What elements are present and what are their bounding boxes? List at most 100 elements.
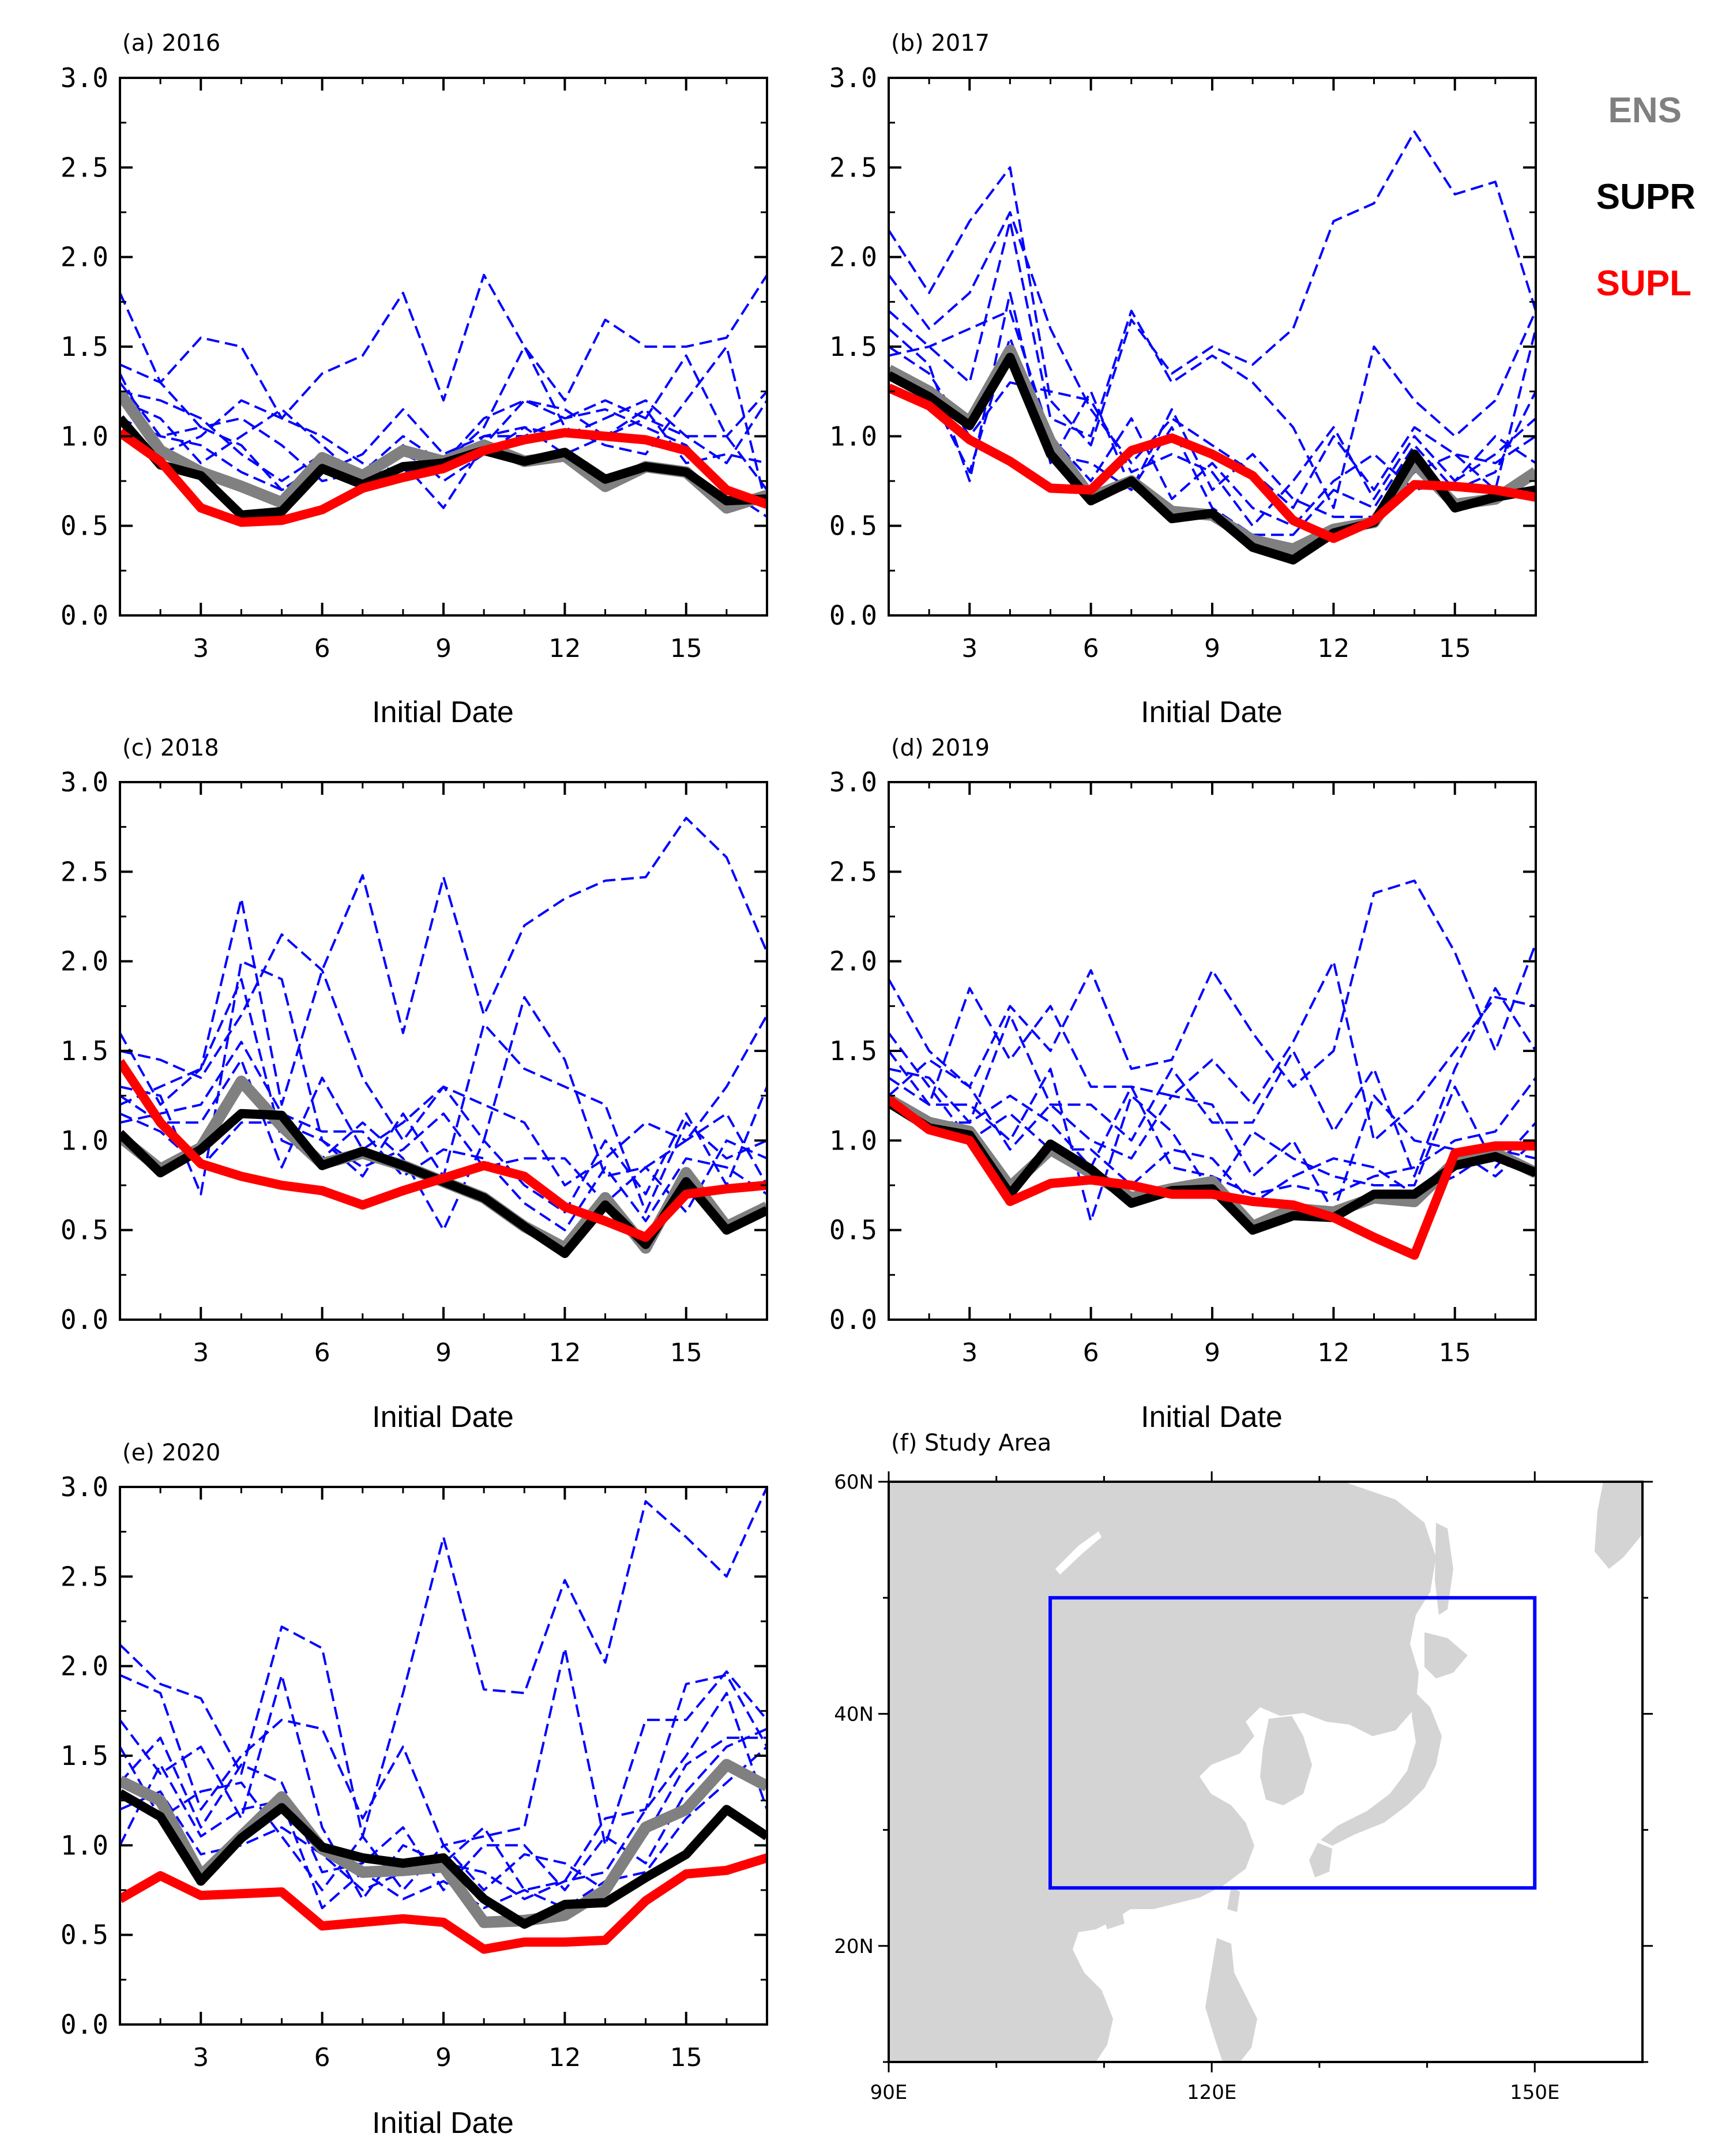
map-land xyxy=(889,1482,1642,2062)
plot-area xyxy=(120,817,767,1259)
y-tick-label: 2.5 xyxy=(829,152,877,183)
y-tick-label: 2.0 xyxy=(61,242,108,273)
y-tick-label: 3.0 xyxy=(829,62,877,93)
y-tick-label: 3.0 xyxy=(61,1471,108,1503)
member-line-7 xyxy=(120,1041,767,1231)
x-tick-label: 12 xyxy=(548,2043,581,2072)
supl-line xyxy=(120,428,767,527)
y-tick-label: 1.5 xyxy=(61,331,108,362)
x-tick-label: 3 xyxy=(193,634,209,663)
member-line-1 xyxy=(120,1487,767,1838)
x-tick-label: 9 xyxy=(435,2043,452,2072)
member-line-6 xyxy=(120,1112,767,1214)
plot-frame xyxy=(119,1486,768,2026)
panel-title: (b) 2017 xyxy=(891,30,990,57)
x-tick-label: 3 xyxy=(961,634,978,663)
x-tick-label: 15 xyxy=(670,1338,702,1368)
study-area-box xyxy=(1048,1596,1537,1890)
member-line-2 xyxy=(120,273,767,420)
panel-e-2020: (e) 2020 Initial Date 0.0 0.5 1.0 1.5 2.0 2.5… xyxy=(61,1440,768,2140)
member-line-3 xyxy=(889,987,1536,1178)
y-tick-label: 0.0 xyxy=(829,600,877,631)
map-y-tick-label: 40N xyxy=(834,1703,874,1726)
member-line-4 xyxy=(889,1068,1536,1223)
map-ticks: 90E 120E 150E 20N 40N 60N xyxy=(834,1471,1653,2104)
member-line-5 xyxy=(889,1058,1536,1214)
x-tick-label: 9 xyxy=(435,1338,452,1368)
y-tick-label: 2.5 xyxy=(61,856,108,887)
panel-f-study-area: (f) Study Area 90E 120E 150E 20N 40N 60N xyxy=(834,1430,1653,2104)
x-axis-label: Initial Date xyxy=(1141,696,1283,729)
land-mainland-asia xyxy=(889,1482,1436,2062)
y-tick-label: 0.5 xyxy=(829,510,877,542)
map-x-tick-label: 120E xyxy=(1187,2081,1236,2104)
panel-d-2019: (d) 2019 Initial Date 0.0 0.5 1.0 1.5 2.0 2.5… xyxy=(829,735,1537,1434)
x-tick-label: 12 xyxy=(1317,1338,1349,1368)
supl-line xyxy=(889,1095,1536,1260)
x-tick-label: 15 xyxy=(1439,634,1471,663)
supl-line xyxy=(120,1853,767,1954)
panel-title: (d) 2019 xyxy=(891,735,990,761)
member-line-3 xyxy=(120,381,767,491)
member-line-7 xyxy=(120,390,767,491)
y-tick-label: 3.0 xyxy=(61,62,108,93)
panel-title: (c) 2018 xyxy=(122,735,219,761)
member-line-2 xyxy=(889,960,1536,1142)
member-line-7 xyxy=(120,1746,767,1910)
member-line-5 xyxy=(120,978,767,1231)
y-tick-label: 2.0 xyxy=(61,1651,108,1682)
y-tick-label: 0.0 xyxy=(61,2009,108,2040)
member-line-5 xyxy=(120,1727,767,1891)
member-line-5 xyxy=(889,345,1536,527)
land-philippines xyxy=(1205,1938,1257,2062)
plot-frame xyxy=(888,781,1537,1321)
y-tick-label: 2.0 xyxy=(829,946,877,977)
plot-area xyxy=(889,879,1536,1260)
land-taiwan xyxy=(1227,1886,1240,1912)
y-tick-label: 1.5 xyxy=(61,1035,108,1066)
land-kamchatka xyxy=(1595,1482,1642,1569)
x-tick-label: 6 xyxy=(314,634,330,663)
land-korea xyxy=(1260,1716,1312,1805)
y-tick-label: 2.5 xyxy=(61,1561,108,1592)
y-tick-label: 2.0 xyxy=(829,242,877,273)
y-tick-label: 1.0 xyxy=(61,1125,108,1156)
y-tick-label: 3.0 xyxy=(829,767,877,798)
legend-supr: SUPR xyxy=(1596,177,1696,217)
y-tick-label: 1.0 xyxy=(829,1125,877,1156)
supr-line xyxy=(120,1789,767,1929)
member-line-3 xyxy=(889,220,1536,509)
x-tick-label: 12 xyxy=(1317,634,1349,663)
member-line-1 xyxy=(889,130,1536,446)
member-line-4 xyxy=(120,1058,767,1186)
legend-supl: SUPL xyxy=(1596,264,1691,303)
plot-area xyxy=(120,1487,767,1954)
y-tick-label: 0.0 xyxy=(61,1304,108,1335)
panel-title: (a) 2016 xyxy=(122,30,220,57)
y-tick-label: 1.5 xyxy=(61,1740,108,1771)
x-tick-label: 9 xyxy=(435,634,452,663)
member-line-1 xyxy=(120,817,767,1106)
x-tick-label: 3 xyxy=(193,2043,209,2072)
member-line-7 xyxy=(889,336,1536,536)
panel-c-2018: (c) 2018 Initial Date 0.0 0.5 1.0 1.5 2.0 2.5… xyxy=(61,735,768,1434)
y-tick-label: 0.5 xyxy=(61,1920,108,1951)
x-tick-label: 3 xyxy=(961,1338,978,1368)
x-axis-label: Initial Date xyxy=(372,696,514,729)
y-tick-label: 2.5 xyxy=(61,152,108,183)
x-tick-label: 6 xyxy=(1083,634,1099,663)
x-tick-label: 9 xyxy=(1204,634,1220,663)
plot-area xyxy=(120,273,767,527)
y-tick-label: 0.5 xyxy=(829,1215,877,1246)
member-line-1 xyxy=(889,879,1536,1088)
land-sakhalin xyxy=(1435,1523,1453,1615)
x-tick-label: 15 xyxy=(670,2043,702,2072)
map-frame xyxy=(888,1481,1644,2063)
y-tick-label: 1.0 xyxy=(829,420,877,452)
plot-area xyxy=(889,130,1536,565)
y-tick-label: 1.5 xyxy=(829,331,877,362)
x-tick-label: 9 xyxy=(1204,1338,1220,1368)
y-tick-label: 1.0 xyxy=(61,420,108,452)
y-tick-label: 1.5 xyxy=(829,1035,877,1066)
y-tick-label: 0.5 xyxy=(61,1215,108,1246)
